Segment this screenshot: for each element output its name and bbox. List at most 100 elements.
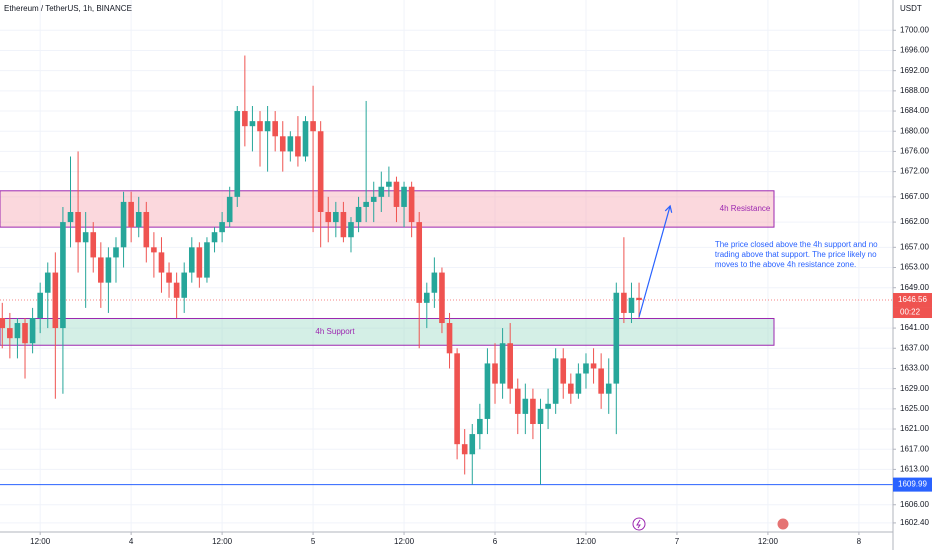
candle-body xyxy=(568,383,574,394)
candle-body xyxy=(507,343,513,389)
y-tick-label: 1625.00 xyxy=(900,404,929,413)
candle-body xyxy=(295,136,301,157)
x-tick-label: 7 xyxy=(675,537,680,546)
y-tick-label: 1667.00 xyxy=(900,192,929,201)
candle-body xyxy=(287,136,294,152)
last-price-label-box xyxy=(893,293,932,308)
line-price-label: 1609.99 xyxy=(898,480,927,489)
candle-body xyxy=(44,272,51,293)
candle-body xyxy=(113,247,119,258)
zone xyxy=(0,317,775,346)
y-tick-label: 1692.00 xyxy=(900,66,929,75)
candle-body xyxy=(393,181,400,207)
candle-body xyxy=(401,186,407,207)
candle-body xyxy=(560,358,567,384)
candle-body xyxy=(575,373,582,394)
candle-body xyxy=(605,383,612,394)
candle-body xyxy=(621,292,627,313)
candle-body xyxy=(461,444,468,455)
candle-body xyxy=(120,201,127,248)
candle-body xyxy=(90,232,97,258)
event-icon[interactable] xyxy=(632,517,646,531)
x-tick-label: 5 xyxy=(311,537,316,546)
zone xyxy=(0,190,775,228)
candle-body xyxy=(355,206,362,223)
y-tick-label: 1688.00 xyxy=(900,86,929,95)
candle-body xyxy=(590,363,597,369)
y-tick-label: 1613.00 xyxy=(900,465,929,474)
candle-body xyxy=(14,323,21,339)
candle-body xyxy=(60,222,66,329)
candle-body xyxy=(151,247,157,253)
plot-area: 4h Resistance 4h Support The price closed … xyxy=(0,55,893,486)
candle-body xyxy=(98,257,104,283)
y-tick-label: 1662.00 xyxy=(900,217,929,226)
y-tick-label: 1657.00 xyxy=(900,242,929,251)
candle-body xyxy=(492,363,498,384)
candle-body xyxy=(333,211,339,223)
candle-body xyxy=(166,272,172,283)
candle-body xyxy=(242,111,248,127)
candle-body xyxy=(583,363,589,374)
y-tick-label: 1649.00 xyxy=(900,283,929,292)
annotation-text: trading above that support. The price li… xyxy=(715,250,877,259)
y-tick-label: 1672.00 xyxy=(900,167,929,176)
candle-body xyxy=(143,211,150,248)
candle-body xyxy=(211,232,218,243)
countdown: 00:22 xyxy=(900,308,921,317)
candle-body xyxy=(188,247,195,273)
x-tick-label: 12:00 xyxy=(394,537,415,546)
y-tick-label: 1621.00 xyxy=(900,424,929,433)
candle-body xyxy=(477,418,483,435)
candle-body xyxy=(636,297,642,301)
candle-body xyxy=(484,363,491,419)
candle-body xyxy=(249,121,256,127)
x-tick-label: 12:00 xyxy=(758,537,779,546)
zone-label: 4h Support xyxy=(315,327,355,336)
candle-body xyxy=(37,292,43,318)
arrow-head xyxy=(664,204,673,213)
y-tick-label: 1696.00 xyxy=(900,46,929,55)
candle-body xyxy=(7,328,13,339)
candle-body xyxy=(317,131,324,212)
candle-body xyxy=(522,398,529,414)
y-tick-label: 1700.00 xyxy=(900,25,929,34)
y-tick-label: 1633.00 xyxy=(900,364,929,373)
candle-body xyxy=(469,434,476,455)
candle-body xyxy=(29,317,36,344)
countdown-box xyxy=(893,307,932,319)
y-axis-label: USDT xyxy=(900,4,922,13)
candle-body xyxy=(552,358,559,404)
arrow xyxy=(638,205,671,318)
chart-title: Ethereum / TetherUS, 1h, BINANCE xyxy=(4,4,132,13)
candle-body xyxy=(386,181,392,187)
candle-body xyxy=(272,121,278,137)
candle-body xyxy=(181,272,188,298)
last-price-label: 1646.56 xyxy=(898,295,927,304)
candle-body xyxy=(204,242,210,278)
candle-body xyxy=(408,186,415,223)
y-tick-label: 1641.00 xyxy=(900,323,929,332)
candle-body xyxy=(264,121,271,132)
y-tick-label: 1606.00 xyxy=(900,500,929,509)
candle-body xyxy=(135,211,142,228)
candle-body xyxy=(234,111,241,197)
y-tick-label: 1602.40 xyxy=(900,518,929,527)
candle-body xyxy=(219,222,225,233)
candle-body xyxy=(82,232,89,243)
zone-label: 4h Resistance xyxy=(720,204,771,213)
y-tick-label: 1617.00 xyxy=(900,444,929,453)
y-tick-label: 1637.00 xyxy=(900,343,929,352)
axes: 1700.00 1696.00 1692.00 1688.00 1684.00 1680.… xyxy=(30,25,932,546)
candle-body xyxy=(52,272,59,329)
flag-icon[interactable] xyxy=(776,517,790,531)
candle-body xyxy=(348,222,354,238)
annotation-text: The price closed above the 4h support an… xyxy=(715,240,878,249)
candle-body xyxy=(302,121,309,157)
candle-body xyxy=(378,186,385,197)
candle-body xyxy=(340,211,347,238)
x-tick-label: 4 xyxy=(129,537,134,546)
candle-body xyxy=(431,272,438,293)
